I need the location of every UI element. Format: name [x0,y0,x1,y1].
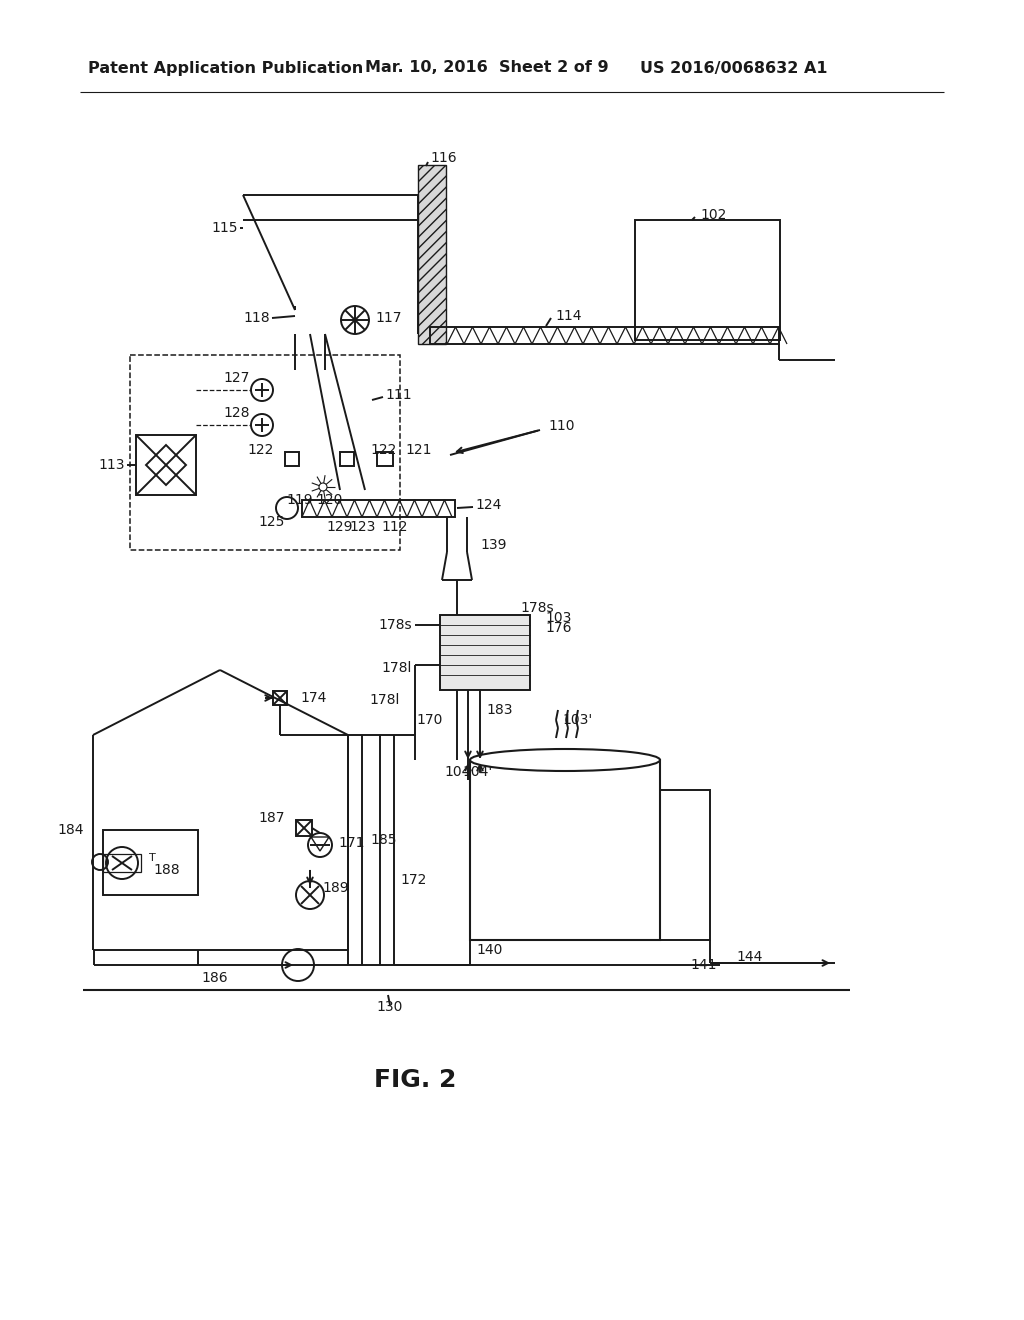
Text: 129: 129 [327,520,353,535]
Text: 171: 171 [338,836,365,850]
Text: 102: 102 [700,209,726,222]
Text: 185: 185 [370,833,396,847]
Text: 112: 112 [382,520,409,535]
Bar [302,500,455,517]
Circle shape [319,483,327,491]
Text: 184: 184 [57,822,84,837]
Bar [130,355,400,550]
Bar [430,327,779,345]
Text: 130: 130 [377,1001,403,1014]
Text: 178l: 178l [370,693,400,708]
Text: US 2016/0068632 A1: US 2016/0068632 A1 [640,61,827,75]
Text: 170: 170 [417,713,443,727]
Text: 178l: 178l [382,661,412,675]
Bar [340,451,354,466]
Text: 118: 118 [244,312,270,325]
Bar [418,165,446,345]
Text: 124: 124 [475,498,502,512]
Text: 127: 127 [223,371,250,385]
Text: 186: 186 [202,972,228,985]
Text: 103': 103' [562,713,592,727]
Text: 115: 115 [212,220,238,235]
Bar [635,220,780,341]
Bar [103,854,141,873]
Text: 119: 119 [287,492,313,507]
Text: 123: 123 [350,520,376,535]
Bar [440,615,530,690]
Text: 144: 144 [737,950,763,964]
Text: 174: 174 [300,690,327,705]
Text: 116: 116 [430,150,457,165]
Text: 120: 120 [316,492,343,507]
Text: 178s: 178s [379,618,412,632]
Text: 103: 103 [545,611,571,624]
Text: 125: 125 [259,515,286,529]
Bar [377,451,393,466]
Text: Patent Application Publication: Patent Application Publication [88,61,364,75]
Text: 104: 104 [444,766,471,779]
Text: 140: 140 [476,942,503,957]
Ellipse shape [470,748,660,771]
Text: 188: 188 [153,863,179,876]
Text: T: T [148,853,156,863]
Text: Mar. 10, 2016  Sheet 2 of 9: Mar. 10, 2016 Sheet 2 of 9 [365,61,608,75]
Bar [103,830,198,895]
Bar [285,451,299,466]
Text: 122: 122 [370,444,396,457]
Text: 128: 128 [223,407,250,420]
Text: 104': 104' [463,766,494,779]
Text: FIG. 2: FIG. 2 [374,1068,456,1092]
Text: 178s: 178s [520,601,554,615]
Text: 117: 117 [375,312,401,325]
Text: 110: 110 [548,418,574,433]
Text: 121: 121 [406,444,431,457]
Bar [470,760,660,940]
Text: 139: 139 [480,539,507,552]
Text: 114: 114 [555,309,582,323]
Text: 111: 111 [385,388,412,403]
Bar [136,436,196,495]
Bar [273,690,287,705]
Text: 113: 113 [98,458,125,473]
Text: 172: 172 [400,873,426,887]
Text: 183: 183 [486,704,512,717]
Text: 141: 141 [690,958,717,972]
Text: 176: 176 [545,620,571,635]
Bar [660,789,710,940]
Text: 122: 122 [248,444,274,457]
Bar [296,820,312,836]
Text: 187: 187 [258,810,285,825]
Text: 189: 189 [322,880,348,895]
